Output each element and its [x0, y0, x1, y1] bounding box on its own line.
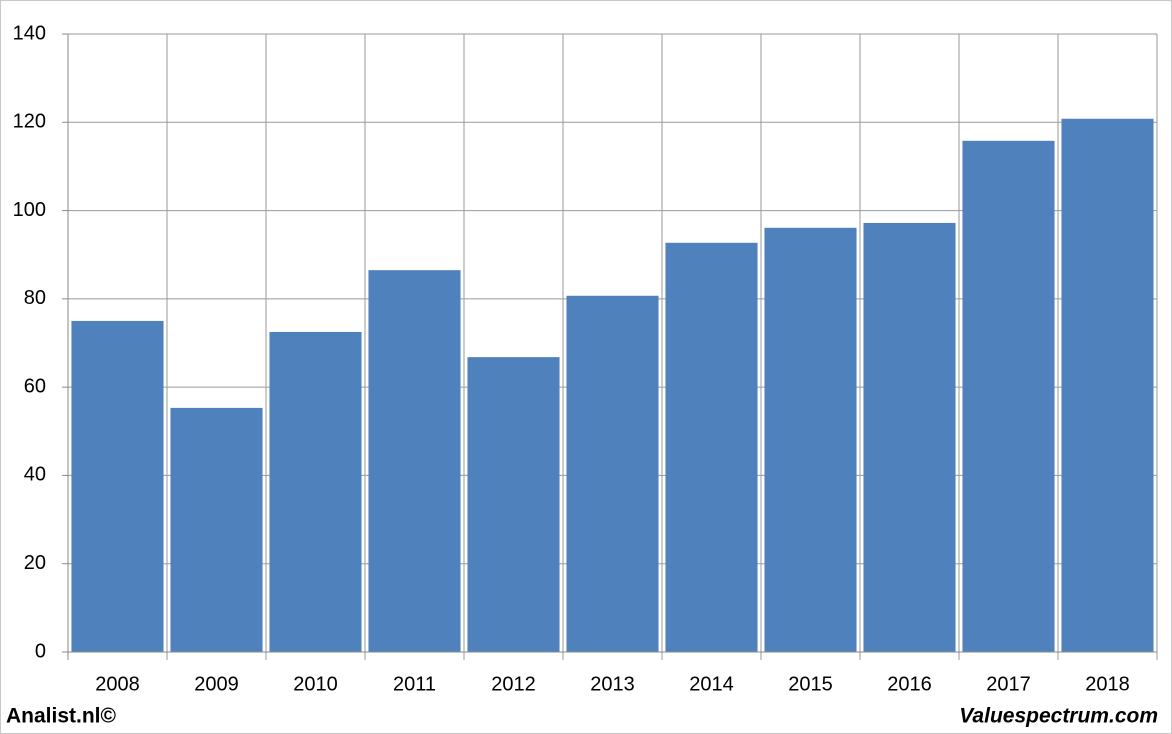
bar [863, 222, 956, 652]
y-tick-label: 0 [35, 640, 46, 662]
source-left: Analist.nl© [6, 705, 117, 728]
bar [467, 357, 560, 652]
y-tick-label: 20 [24, 552, 46, 574]
source-right: Valuespectrum.com [959, 705, 1158, 728]
y-tick-label: 40 [24, 464, 46, 486]
bar [566, 295, 659, 652]
x-tick-label: 2015 [788, 673, 833, 695]
x-tick-label: 2012 [491, 673, 536, 695]
x-tick-label: 2009 [194, 673, 239, 695]
y-tick-label: 100 [13, 199, 46, 221]
bar [269, 331, 362, 652]
y-tick-label: 60 [24, 375, 46, 397]
x-tick-label: 2008 [95, 673, 140, 695]
x-tick-label: 2010 [293, 673, 338, 695]
y-tick-label: 80 [24, 287, 46, 309]
bar [1061, 118, 1154, 653]
bar [71, 320, 164, 652]
y-tick-label: 140 [13, 22, 46, 44]
x-tick-label: 2018 [1085, 673, 1130, 695]
bar [764, 227, 857, 652]
x-tick-label: 2014 [689, 673, 734, 695]
x-tick-label: 2011 [393, 673, 436, 695]
x-tick-label: 2017 [986, 673, 1031, 695]
x-tick-label: 2016 [887, 673, 932, 695]
bar [665, 242, 758, 652]
x-tick-label: 2013 [590, 673, 635, 695]
bar [170, 407, 263, 652]
bar [368, 270, 461, 652]
bar [962, 140, 1055, 652]
y-tick-label: 120 [13, 111, 46, 133]
